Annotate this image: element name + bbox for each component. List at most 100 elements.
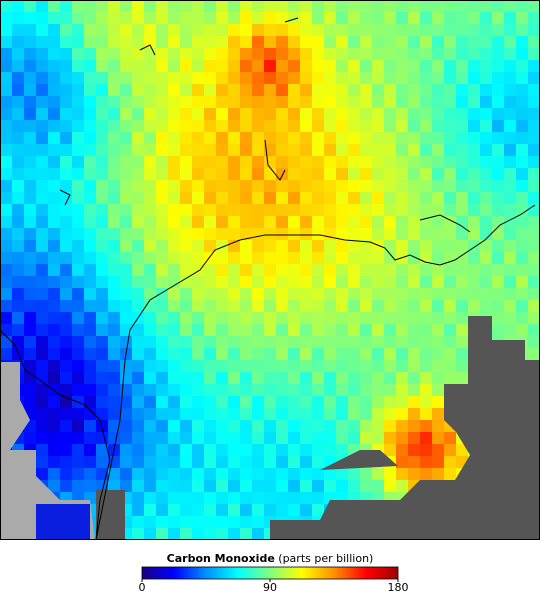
map-cell bbox=[528, 120, 540, 132]
map-cell bbox=[72, 216, 84, 228]
map-cell bbox=[324, 60, 336, 72]
map-cell bbox=[204, 132, 216, 144]
map-cell bbox=[324, 144, 336, 156]
map-overlay bbox=[0, 0, 540, 541]
map-cell bbox=[144, 96, 156, 108]
map-cell bbox=[348, 168, 360, 180]
map-cell bbox=[264, 36, 276, 48]
map-cell bbox=[12, 12, 24, 24]
map-cell bbox=[168, 384, 180, 396]
map-cell bbox=[36, 216, 48, 228]
map-cell bbox=[360, 396, 372, 408]
map-cell bbox=[528, 108, 540, 120]
map-cell bbox=[396, 0, 408, 12]
map-cell bbox=[252, 60, 264, 72]
map-cell bbox=[276, 180, 288, 192]
map-cell bbox=[84, 252, 96, 264]
map-cell bbox=[96, 240, 108, 252]
map-cell bbox=[288, 156, 300, 168]
map-cell bbox=[24, 300, 36, 312]
map-cell bbox=[432, 456, 444, 468]
map-cell bbox=[72, 360, 84, 372]
map-cell bbox=[228, 96, 240, 108]
map-cell bbox=[216, 480, 228, 492]
no-data-sea bbox=[270, 450, 440, 540]
map-cell bbox=[456, 168, 468, 180]
map-cell bbox=[192, 252, 204, 264]
map-cell bbox=[408, 252, 420, 264]
map-cell bbox=[132, 348, 144, 360]
map-cell bbox=[252, 240, 264, 252]
map-cell bbox=[264, 228, 276, 240]
map-cell bbox=[468, 0, 480, 12]
map-cell bbox=[120, 108, 132, 120]
colorbar-tick-label: 0 bbox=[139, 581, 146, 592]
map-cell bbox=[288, 468, 300, 480]
map-cell bbox=[144, 396, 156, 408]
map-cell bbox=[324, 384, 336, 396]
map-cell bbox=[384, 144, 396, 156]
map-cell bbox=[456, 288, 468, 300]
map-cell bbox=[228, 72, 240, 84]
map-cell bbox=[96, 180, 108, 192]
map-cell bbox=[444, 12, 456, 24]
map-cell bbox=[156, 0, 168, 12]
map-cell bbox=[300, 72, 312, 84]
map-cell bbox=[216, 0, 228, 12]
map-cell bbox=[180, 360, 192, 372]
map-cell bbox=[156, 144, 168, 156]
map-cell bbox=[108, 60, 120, 72]
map-cell bbox=[300, 132, 312, 144]
map-cell bbox=[372, 240, 384, 252]
map-cell bbox=[84, 456, 96, 468]
map-cell bbox=[120, 420, 132, 432]
map-cell bbox=[108, 192, 120, 204]
map-cell bbox=[204, 72, 216, 84]
map-cell bbox=[132, 216, 144, 228]
map-cell bbox=[180, 456, 192, 468]
map-cell bbox=[84, 108, 96, 120]
map-cell bbox=[192, 432, 204, 444]
map-cell bbox=[228, 468, 240, 480]
map-cell bbox=[300, 432, 312, 444]
map-cell bbox=[420, 96, 432, 108]
colorbar-tick-label: 90 bbox=[263, 581, 277, 592]
map-cell bbox=[276, 360, 288, 372]
map-cell bbox=[408, 120, 420, 132]
map-cell bbox=[396, 480, 408, 492]
map-cell bbox=[444, 444, 456, 456]
map-cell bbox=[48, 156, 60, 168]
map-cell bbox=[300, 228, 312, 240]
map-cell bbox=[180, 96, 192, 108]
map-cell bbox=[168, 192, 180, 204]
map-cell bbox=[60, 456, 72, 468]
map-cell bbox=[300, 168, 312, 180]
map-cell bbox=[420, 312, 432, 324]
map-cell bbox=[324, 276, 336, 288]
map-cell bbox=[444, 60, 456, 72]
map-cell bbox=[264, 444, 276, 456]
map-cell bbox=[468, 48, 480, 60]
map-cell bbox=[228, 372, 240, 384]
map-cell bbox=[252, 480, 264, 492]
map-cell bbox=[216, 408, 228, 420]
map-cell bbox=[360, 420, 372, 432]
map-cell bbox=[492, 204, 504, 216]
map-cell bbox=[108, 360, 120, 372]
map-cell bbox=[288, 0, 300, 12]
map-cell bbox=[228, 456, 240, 468]
map-cell bbox=[300, 180, 312, 192]
map-cell bbox=[324, 84, 336, 96]
map-cell bbox=[240, 216, 252, 228]
map-cell bbox=[36, 120, 48, 132]
map-cell bbox=[468, 60, 480, 72]
map-cell bbox=[84, 420, 96, 432]
map-cell bbox=[0, 204, 12, 216]
map-cell bbox=[468, 72, 480, 84]
map-cell bbox=[372, 276, 384, 288]
map-cell bbox=[516, 168, 528, 180]
map-cell bbox=[300, 444, 312, 456]
map-cell bbox=[312, 12, 324, 24]
map-cell bbox=[444, 96, 456, 108]
map-cell bbox=[312, 132, 324, 144]
